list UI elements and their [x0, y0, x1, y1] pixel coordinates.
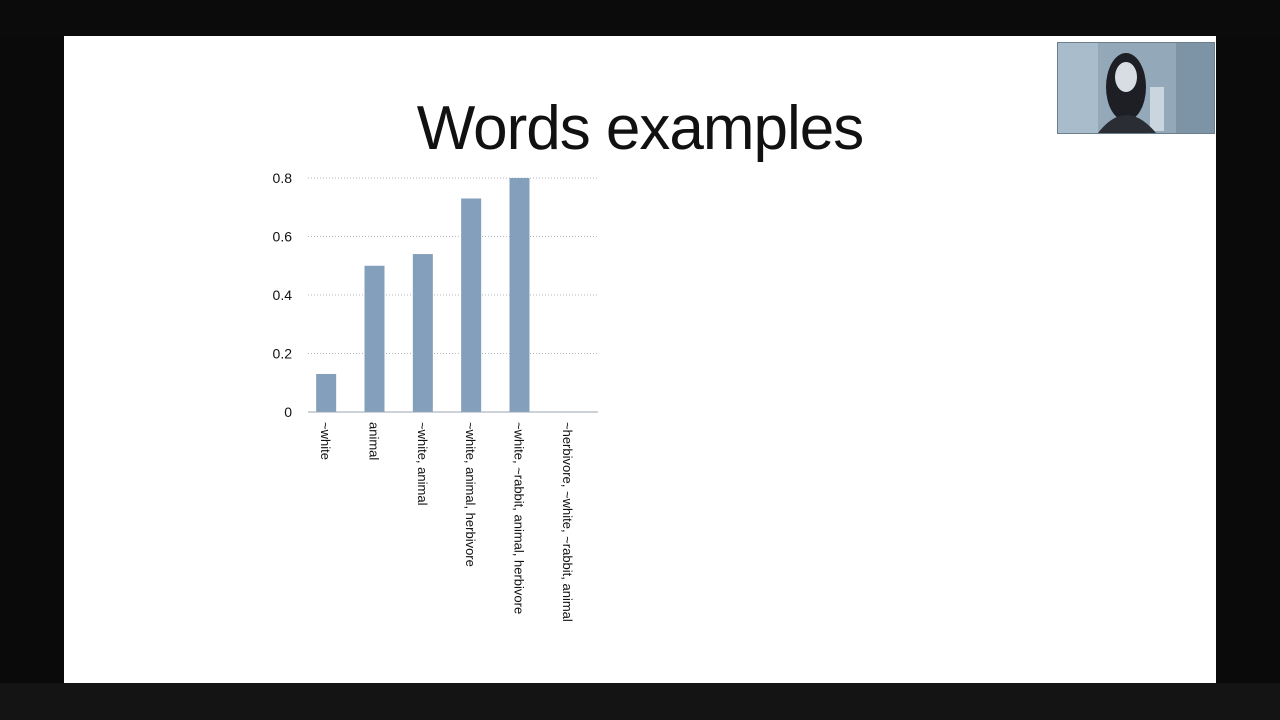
- x-tick-label: ~white, ~rabbit, animal, herbivore: [512, 422, 527, 614]
- x-tick-label: ~white: [318, 422, 333, 460]
- slide-title: Words examples: [416, 94, 865, 163]
- bar: [316, 373, 337, 412]
- top-black-bar: [0, 0, 1280, 36]
- y-tick-labels: 0 0.2 0.4 0.6 0.8: [273, 170, 293, 420]
- bar-chart: 0 0.2 0.4 0.6 0.8 ~white animal ~white, animal…: [273, 170, 598, 622]
- left-black-margin: [0, 36, 64, 683]
- x-tick-labels: ~white animal ~white, animal ~white, animal…: [318, 422, 575, 622]
- bar: [509, 178, 530, 412]
- x-tick-label: ~herbivore, ~white, ~rabbit, animal: [560, 422, 575, 622]
- x-tick-label: animal: [367, 422, 382, 460]
- bar: [412, 254, 433, 412]
- y-tick-label: 0.2: [273, 346, 293, 362]
- bars: [316, 178, 530, 412]
- y-tick-label: 0.6: [273, 229, 293, 245]
- x-tick-label: ~white, animal, herbivore: [463, 422, 478, 567]
- y-tick-label: 0.4: [273, 287, 293, 303]
- bar: [364, 265, 385, 412]
- webcam-person-icon: [1058, 43, 1214, 133]
- x-tick-label: ~white, animal: [415, 422, 430, 506]
- y-tick-label: 0.8: [273, 170, 293, 186]
- gridlines: [308, 177, 598, 354]
- presentation-slide: Words examples 0 0.2 0.4 0.6 0.8 ~white anima…: [64, 36, 1216, 683]
- y-tick-label: 0: [284, 404, 292, 420]
- right-black-margin: [1216, 36, 1280, 683]
- bottom-black-bar: [0, 683, 1280, 720]
- webcam-video-thumbnail: [1057, 42, 1215, 134]
- bar: [461, 198, 482, 412]
